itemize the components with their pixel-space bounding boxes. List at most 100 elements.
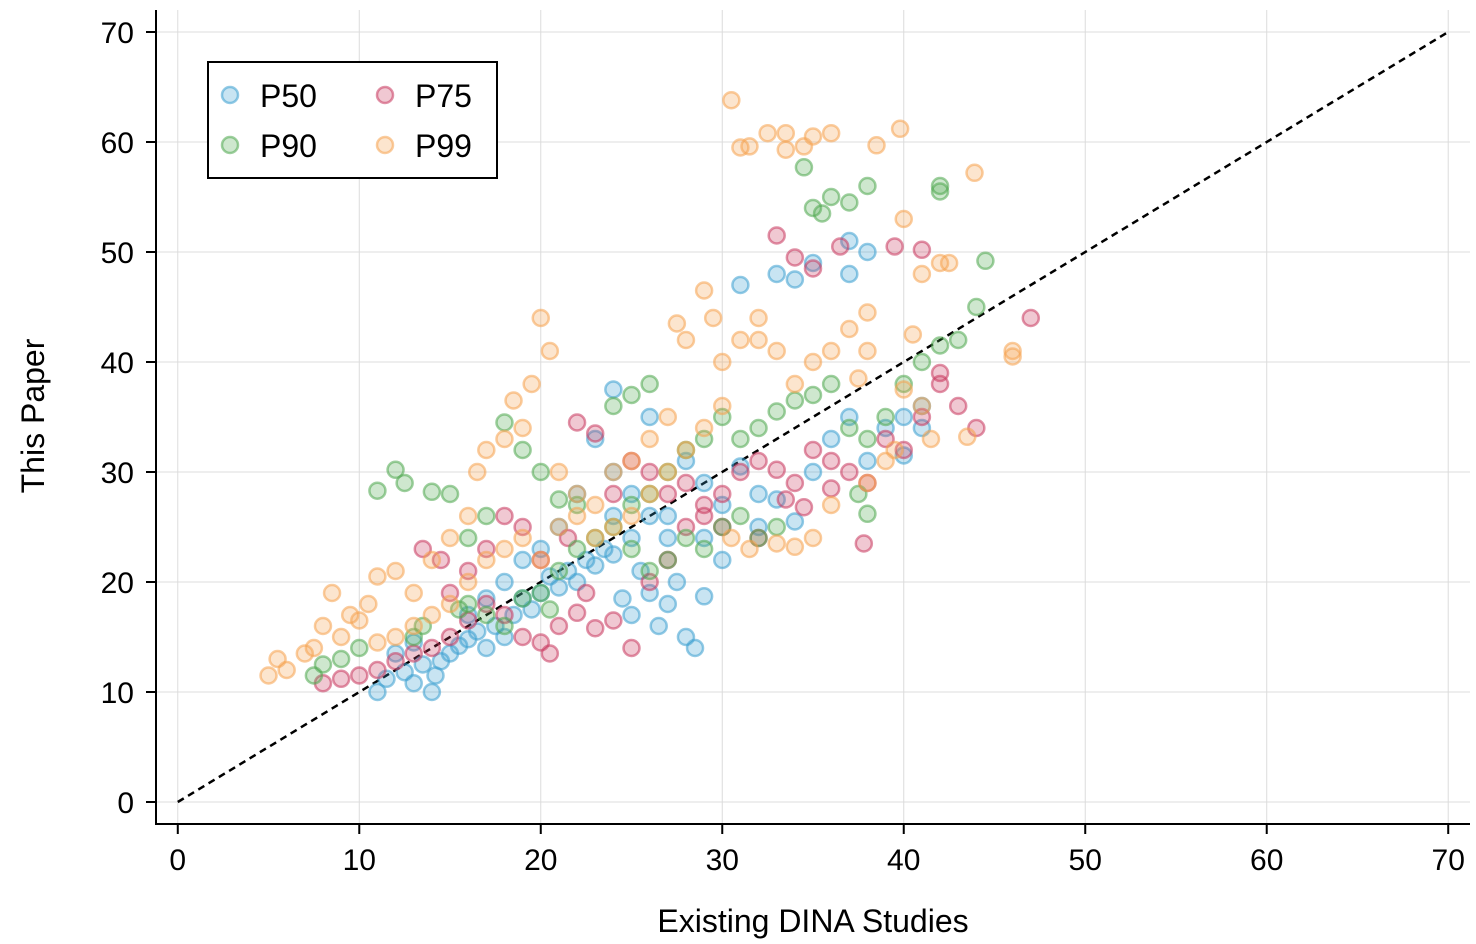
x-tick-label: 50 [1069,844,1102,877]
point-p99 [713,396,732,416]
point-p90 [495,616,514,636]
reference-line-group [177,30,1449,804]
point-p90 [894,374,913,394]
point-p99 [386,561,405,581]
axes [146,10,1470,834]
point-p99 [567,506,587,526]
point-p99 [604,517,623,537]
point-p75 [731,462,750,482]
point-p99 [694,418,714,438]
point-p50 [585,429,605,449]
point-p75 [776,490,796,509]
point-p99 [540,341,560,361]
point-p99 [894,380,913,399]
point-p99 [331,627,351,647]
point-p90 [840,418,859,438]
y-tick-label: 50 [101,237,134,270]
point-p75 [422,638,442,658]
point-p50 [622,605,641,625]
tick-labels: 0 10 20 30 40 50 60 70 0 10 20 30 40 50 60 70 [101,17,1465,877]
point-p50 [694,473,714,493]
point-p99 [803,352,823,372]
point-p75 [622,638,641,658]
point-p90 [912,352,932,372]
legend: P50 P75 P90 P99 [207,61,498,179]
legend-label-p75: P75 [415,78,472,114]
point-p90 [821,187,841,207]
point-p99 [522,374,541,394]
point-p75 [794,497,814,517]
point-p50 [640,506,659,526]
x-tick-label: 60 [1250,844,1283,877]
point-p90 [449,600,469,619]
point-p99 [703,308,723,328]
point-p50 [713,550,732,570]
point-p75 [803,259,823,278]
point-p50 [894,407,913,427]
point-p50 [368,682,387,702]
point-p90 [458,528,478,548]
y-tick-label: 70 [101,17,134,50]
point-p90 [930,182,950,201]
point-p90 [803,198,823,218]
point-p99 [749,330,768,350]
point-p75 [821,451,841,471]
point-p99 [912,264,932,284]
point-p75 [885,237,904,256]
point-p90 [694,539,714,559]
point-p99 [440,528,460,548]
point-p50 [640,407,659,427]
point-p90 [549,490,569,509]
point-p99 [368,633,387,652]
point-p75 [640,462,659,482]
point-p99 [259,666,278,685]
point-p50 [649,616,668,636]
point-p50 [585,556,605,575]
point-p75 [567,603,587,623]
point-p75 [912,240,932,260]
point-p75 [1021,308,1041,328]
point-p99 [658,462,678,482]
point-p99 [894,209,913,229]
point-p99 [549,462,569,482]
point-p99 [386,627,405,647]
point-p99 [422,550,442,570]
point-p99 [340,605,360,625]
point-p90 [331,649,351,669]
point-p90 [858,504,877,524]
point-p75 [676,473,696,493]
point-p99 [404,583,423,603]
point-p75 [604,611,623,630]
point-p90 [368,481,387,500]
point-p99 [767,341,786,361]
x-tick-label: 20 [524,844,557,877]
point-p75 [513,627,532,647]
point-p99 [585,495,605,515]
point-p90 [604,396,623,416]
point-p99 [513,418,532,438]
point-p99 [477,550,496,570]
legend-marker-p90 [220,135,240,155]
point-p99 [958,427,977,447]
y-tick-label: 20 [101,567,134,600]
point-p75 [368,660,387,680]
point-p99 [740,137,759,156]
point-p99 [849,369,868,388]
point-p99 [858,473,877,493]
point-p50 [858,242,877,262]
point-p75 [386,651,405,671]
point-p99 [722,528,741,548]
point-p99 [313,616,333,636]
point-p90 [477,506,496,526]
series-p99 [259,90,1022,685]
point-p99 [740,539,759,559]
point-p99 [567,484,587,504]
point-p90 [876,407,895,427]
point-p50 [685,638,705,658]
point-p90 [749,418,768,438]
point-p99 [531,308,551,328]
y-tick-label: 10 [101,677,134,710]
point-p99 [277,660,296,680]
point-p50 [894,446,913,465]
